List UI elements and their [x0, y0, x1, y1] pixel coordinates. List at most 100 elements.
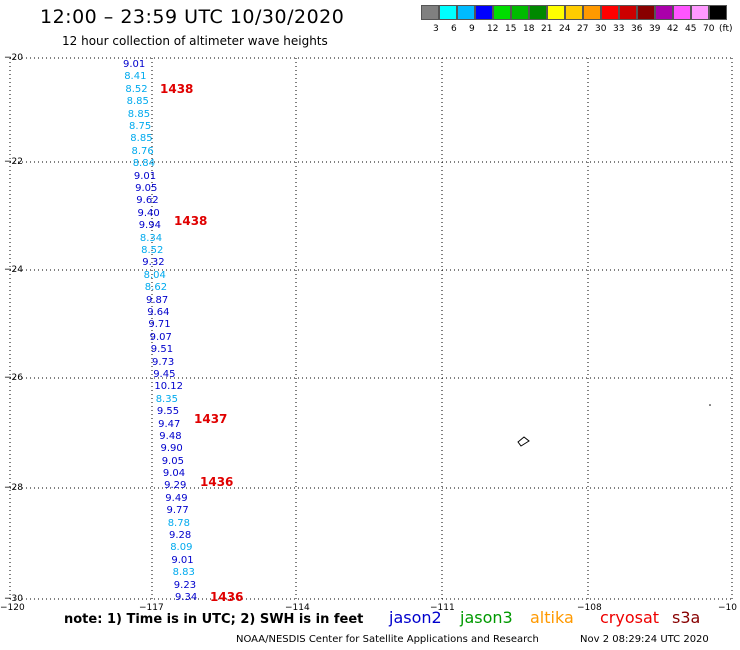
swh-reading: 9.45 — [153, 368, 176, 380]
swh-reading: 9.04 — [162, 468, 186, 479]
scale-swatch — [547, 5, 565, 20]
swh-reading: 9.23 — [173, 579, 197, 591]
swh-reading: 8.85 — [126, 96, 149, 108]
satellite-legend-cryosat: cryosat — [600, 608, 660, 627]
satellite-legend-jason3: jason3 — [460, 608, 513, 627]
scale-label: 15 — [505, 24, 517, 34]
swh-reading: 9.32 — [142, 257, 165, 269]
scale-swatch — [439, 5, 457, 20]
scale-swatch — [421, 5, 439, 20]
swh-reading: 8.52 — [125, 83, 148, 95]
map-title: 12:00 – 23:59 UTC 10/30/2020 — [40, 6, 345, 28]
latitude-label: −30 — [4, 594, 23, 604]
swh-reading: 9.90 — [160, 443, 183, 455]
swh-reading: 8.09 — [170, 542, 193, 554]
scale-swatch — [655, 5, 673, 20]
scale-swatch — [493, 5, 511, 20]
swh-reading: 8.83 — [172, 567, 195, 579]
scale-label: 12 — [487, 24, 499, 34]
scale-label: 21 — [541, 24, 553, 34]
scale-swatch — [709, 5, 727, 20]
scale-label: 24 — [559, 24, 571, 34]
generated-timestamp: Nov 2 08:29:24 UTC 2020 — [580, 634, 709, 645]
scale-swatch — [529, 5, 547, 20]
swh-reading: 9.28 — [169, 530, 192, 541]
scale-swatch — [583, 5, 601, 20]
pass-time-label: 1436 — [210, 590, 244, 604]
swh-reading: 8.52 — [141, 244, 164, 256]
swh-reading: 9.62 — [136, 195, 159, 207]
swh-reading: 9.34 — [175, 592, 198, 603]
scale-label: 9 — [469, 24, 475, 34]
scale-label: 45 — [685, 24, 697, 34]
swh-reading: 8.04 — [143, 269, 166, 281]
swh-reading: 8.41 — [124, 71, 147, 83]
scale-swatch — [637, 5, 655, 20]
scale-swatch — [457, 5, 475, 20]
satellite-legend-s3a: s3a — [672, 608, 701, 627]
swh-reading: 8.78 — [167, 517, 190, 529]
swh-reading: 9.01 — [123, 59, 146, 70]
scale-swatch — [691, 5, 709, 20]
swh-reading: 9.71 — [148, 319, 171, 331]
swh-reading: 9.64 — [147, 306, 170, 318]
pass-time-label: 1436 — [200, 475, 234, 489]
scale-label: 18 — [523, 24, 535, 34]
credit-text: NOAA/NESDIS Center for Satellite Applica… — [236, 634, 539, 645]
scale-swatch — [673, 5, 691, 20]
longitude-label: −108 — [577, 603, 602, 613]
longitude-label: −111 — [430, 603, 455, 613]
scale-label: 42 — [667, 24, 679, 34]
swh-reading: 8.84 — [132, 158, 155, 170]
swh-reading: 9.05 — [135, 183, 158, 194]
island-dot — [709, 404, 711, 406]
swh-reading: 10.12 — [154, 381, 184, 393]
pass-time-label: 1438 — [160, 82, 194, 96]
swh-reading: 9.87 — [146, 294, 169, 306]
swh-reading: 9.51 — [150, 344, 174, 356]
swh-reading: 8.85 — [130, 133, 153, 145]
swh-reading: 8.34 — [139, 232, 163, 244]
latitude-label: −28 — [4, 483, 23, 493]
scale-label: 36 — [631, 24, 643, 34]
satellite-legend-altika: altika — [530, 608, 574, 627]
scale-label: 39 — [649, 24, 661, 34]
swh-reading: 9.29 — [164, 480, 187, 492]
swh-reading: 9.40 — [137, 207, 160, 219]
swh-reading: 8.62 — [144, 282, 168, 294]
scale-label: 33 — [613, 24, 625, 34]
swh-reading: 9.07 — [149, 331, 172, 343]
scale-label: 6 — [451, 24, 457, 34]
swh-reading: 8.35 — [155, 393, 178, 405]
latitude-label: −24 — [4, 265, 23, 275]
swh-reading: 9.94 — [138, 220, 161, 232]
island-outline — [517, 436, 530, 447]
pass-time-label: 1437 — [194, 412, 228, 426]
longitude-label: −120 — [0, 603, 25, 613]
scale-label: 3 — [433, 24, 439, 34]
pass-time-label: 1438 — [174, 214, 208, 228]
swh-reading: 9.77 — [166, 505, 189, 517]
longitude-label: −114 — [285, 603, 310, 613]
swh-reading: 9.47 — [158, 418, 181, 430]
swh-reading: 9.05 — [161, 455, 184, 467]
scale-label: (ft) — [719, 24, 733, 34]
swh-reading: 9.01 — [171, 554, 194, 566]
scale-swatch — [601, 5, 619, 20]
latitude-label: −26 — [4, 373, 23, 383]
latitude-label: −20 — [4, 53, 23, 63]
map-subtitle: 12 hour collection of altimeter wave hei… — [62, 34, 328, 48]
scale-label: 27 — [577, 24, 589, 34]
footer-note: note: 1) Time is in UTC; 2) SWH is in fe… — [64, 612, 364, 627]
scale-swatch — [511, 5, 529, 20]
swh-reading: 9.01 — [133, 170, 157, 182]
scale-swatch — [619, 5, 637, 20]
satellite-legend-jason2: jason2 — [389, 608, 442, 627]
scale-label: 70 — [703, 24, 715, 34]
latitude-label: −22 — [4, 157, 23, 167]
swh-reading: 8.85 — [127, 108, 151, 120]
swh-reading: 9.49 — [165, 492, 188, 504]
swh-reading: 8.75 — [129, 121, 152, 132]
